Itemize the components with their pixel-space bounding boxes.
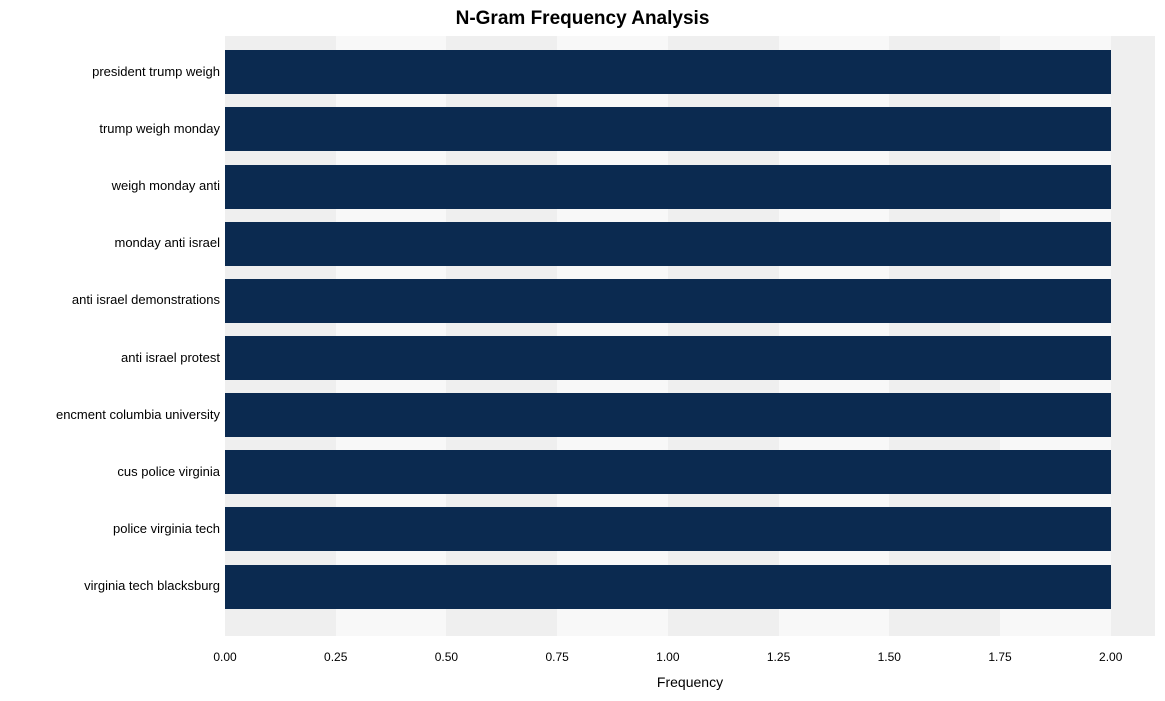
y-tick-label: monday anti israel xyxy=(115,235,221,250)
x-tick-label: 2.00 xyxy=(1099,650,1122,664)
bar xyxy=(225,507,1111,551)
bar xyxy=(225,336,1111,380)
bar xyxy=(225,450,1111,494)
bar xyxy=(225,565,1111,609)
x-tick-label: 0.00 xyxy=(213,650,236,664)
y-tick-label: police virginia tech xyxy=(113,521,220,536)
plot-area xyxy=(225,36,1155,636)
x-tick-label: 1.00 xyxy=(656,650,679,664)
y-tick-label: encment columbia university xyxy=(56,407,220,422)
y-tick-label: cus police virginia xyxy=(117,464,220,479)
x-axis: 0.000.250.500.751.001.251.501.752.00 xyxy=(225,650,1155,670)
grid-band xyxy=(1111,36,1155,636)
bar xyxy=(225,50,1111,94)
y-tick-label: virginia tech blacksburg xyxy=(84,578,220,593)
y-tick-label: weigh monday anti xyxy=(112,178,220,193)
ngram-frequency-chart: N-Gram Frequency Analysis 0.00 0.25 0.50 0.… xyxy=(0,0,1165,701)
x-tick-label: 0.75 xyxy=(545,650,568,664)
bar xyxy=(225,222,1111,266)
y-tick-label: anti israel demonstrations xyxy=(72,292,220,307)
y-tick-label: president trump weigh xyxy=(92,64,220,79)
y-tick-label: anti israel protest xyxy=(121,350,220,365)
x-tick-label: 1.50 xyxy=(878,650,901,664)
x-axis-title: Frequency xyxy=(225,674,1155,690)
x-tick-label: 1.75 xyxy=(988,650,1011,664)
y-tick-label: trump weigh monday xyxy=(99,121,220,136)
bar xyxy=(225,279,1111,323)
chart-title: N-Gram Frequency Analysis xyxy=(0,8,1165,30)
x-tick-label: 1.25 xyxy=(767,650,790,664)
x-tick-label: 0.25 xyxy=(324,650,347,664)
bar xyxy=(225,393,1111,437)
bar xyxy=(225,165,1111,209)
x-tick-label: 0.50 xyxy=(435,650,458,664)
bar xyxy=(225,107,1111,151)
